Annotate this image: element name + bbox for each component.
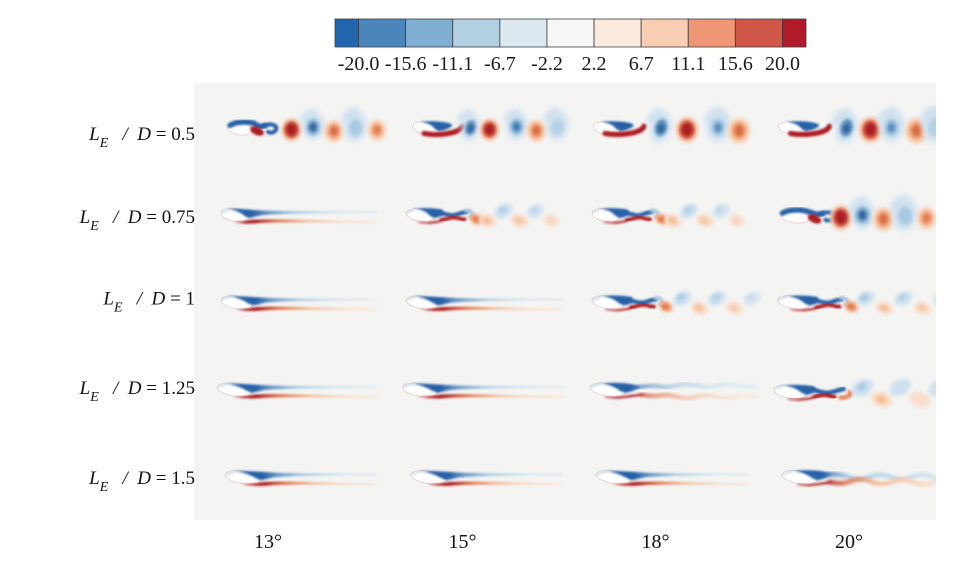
svg-text:-11.1: -11.1 (432, 53, 473, 75)
svg-text:LE / D = 0.5: LE / D = 0.5 (88, 124, 195, 151)
svg-text:-2.2: -2.2 (531, 53, 563, 75)
svg-text:LE / D = 1.5: LE / D = 1.5 (88, 468, 195, 495)
svg-text:LE / D = 1: LE / D = 1 (102, 289, 195, 316)
svg-text:18°: 18° (642, 531, 670, 553)
svg-text:20°: 20° (835, 531, 863, 553)
svg-text:15°: 15° (449, 531, 477, 553)
svg-text:20.0: 20.0 (765, 53, 800, 75)
svg-text:-20.0: -20.0 (338, 53, 380, 75)
svg-text:2.2: 2.2 (582, 53, 607, 75)
svg-text:13°: 13° (254, 531, 282, 553)
svg-text:-15.6: -15.6 (385, 53, 427, 75)
svg-text:-6.7: -6.7 (484, 53, 516, 75)
svg-text:LE / D = 0.75: LE / D = 0.75 (79, 207, 195, 234)
svg-text:15.6: 15.6 (718, 53, 753, 75)
svg-text:LE / D = 1.25: LE / D = 1.25 (79, 378, 195, 405)
svg-text:6.7: 6.7 (629, 53, 654, 75)
svg-text:11.1: 11.1 (671, 53, 705, 75)
